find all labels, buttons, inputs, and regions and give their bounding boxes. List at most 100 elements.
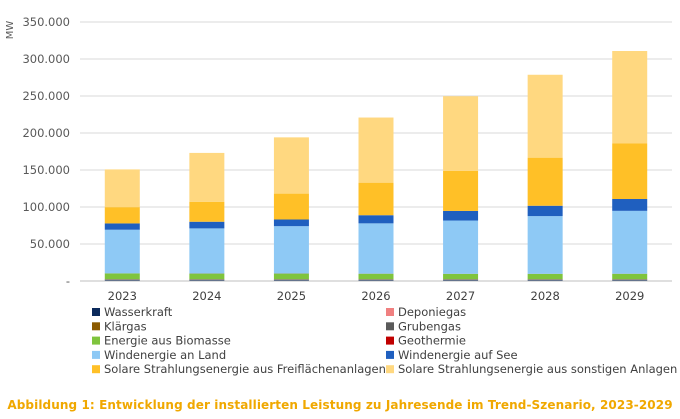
legend-label: Grubengas <box>398 319 461 333</box>
legend-swatch <box>386 336 394 345</box>
bar-segment-8-2025 <box>273 193 309 220</box>
bar-segment-6-2026 <box>358 223 394 274</box>
bar-segment-6-2023 <box>104 229 140 274</box>
legend-swatch <box>92 350 100 359</box>
bar-segment-0-2025 <box>273 279 309 281</box>
bar-segment-4-2023 <box>104 273 140 280</box>
legend-item: Solare Strahlungsenergie aus Freiflächen… <box>92 362 386 376</box>
legend-label: Solare Strahlungsenergie aus sonstigen A… <box>398 362 677 376</box>
bar-segment-9-2023 <box>104 169 140 208</box>
y-tick-label: 200.000 <box>22 126 70 140</box>
y-tick-label: 350.000 <box>22 15 70 29</box>
bar-segment-0-2024 <box>189 279 225 281</box>
legend-item: Solare Strahlungsenergie aus sonstigen A… <box>386 362 677 376</box>
bar-segment-0-2027 <box>443 279 479 281</box>
bar-segment-8-2027 <box>443 170 479 211</box>
x-tick-label: 2029 <box>615 289 644 303</box>
bar-segment-7-2029 <box>612 199 648 211</box>
legend-swatch <box>386 322 394 331</box>
x-tick-label: 2027 <box>446 289 475 303</box>
legend-swatch <box>92 365 100 374</box>
bar-segment-7-2025 <box>273 219 309 227</box>
y-axis-label: MW <box>5 21 16 40</box>
bar-stack-2025 <box>273 137 309 281</box>
legend-item: Klärgas <box>92 319 147 333</box>
x-tick-label: 2026 <box>361 289 390 303</box>
x-tick-label: 2025 <box>277 289 306 303</box>
legend-item: Wasserkraft <box>92 305 173 319</box>
legend-item: Geothermie <box>386 334 466 348</box>
bar-segment-7-2028 <box>527 205 563 217</box>
bar-segment-8-2026 <box>358 182 394 216</box>
bar-segment-8-2023 <box>104 207 140 224</box>
bar-stack-2024 <box>189 152 225 281</box>
y-tick-label: 250.000 <box>22 89 70 103</box>
bar-segment-6-2028 <box>527 216 563 274</box>
figure-caption: Abbildung 1: Entwicklung der installiert… <box>7 398 673 412</box>
legend-label: Wasserkraft <box>104 305 173 319</box>
x-tick-label: 2028 <box>531 289 560 303</box>
legend-swatch <box>386 308 394 316</box>
bar-stack-2027 <box>443 96 479 281</box>
bar-segment-0-2026 <box>358 279 394 281</box>
bar-stack-2028 <box>527 74 563 281</box>
bar-segment-6-2027 <box>443 220 479 274</box>
legend: Wasserkraft Deponiegas Klärgas Grubengas Ene… <box>92 305 677 376</box>
bar-segment-4-2024 <box>189 273 225 280</box>
bar-segment-4-2025 <box>273 273 309 280</box>
bar-segment-9-2027 <box>443 96 479 171</box>
bar-segment-9-2026 <box>358 117 394 183</box>
x-tick-label: 2024 <box>192 289 221 303</box>
bars <box>104 51 648 281</box>
y-tick-label: 100.000 <box>22 200 70 214</box>
legend-label: Deponiegas <box>398 305 466 319</box>
legend-label: Klärgas <box>104 319 147 333</box>
bar-segment-8-2029 <box>612 143 648 200</box>
legend-swatch <box>92 336 100 345</box>
bar-segment-6-2024 <box>189 228 225 274</box>
bar-segment-9-2024 <box>189 152 225 202</box>
legend-swatch <box>386 350 394 359</box>
bar-segment-0-2029 <box>612 279 648 281</box>
axes: - 50.000 100.000 150.000 200.000 250.000 300.0… <box>5 15 672 303</box>
bar-segment-9-2025 <box>273 137 309 194</box>
bar-segment-7-2024 <box>189 221 225 229</box>
bar-segment-8-2024 <box>189 201 225 222</box>
legend-label: Energie aus Biomasse <box>104 334 231 348</box>
bar-stack-2023 <box>104 169 140 281</box>
bar-segment-0-2028 <box>527 279 563 281</box>
y-tick-label: 300.000 <box>22 52 70 66</box>
stacked-bar-chart: - 50.000 100.000 150.000 200.000 250.000 300.0… <box>5 15 677 376</box>
bar-segment-4-2027 <box>443 273 479 280</box>
bar-segment-0-2023 <box>104 279 140 281</box>
legend-item: Windenergie auf See <box>386 348 518 362</box>
bar-stack-2029 <box>612 51 648 281</box>
legend-label: Solare Strahlungsenergie aus Freiflächen… <box>104 362 386 376</box>
legend-item: Energie aus Biomasse <box>92 334 231 348</box>
bar-stack-2026 <box>358 117 394 281</box>
bar-segment-9-2028 <box>527 74 563 158</box>
bar-segment-9-2029 <box>612 51 648 144</box>
legend-label: Windenergie auf See <box>398 348 518 362</box>
y-tick-label: - <box>66 274 70 288</box>
bar-segment-4-2028 <box>527 273 563 280</box>
legend-item: Windenergie an Land <box>92 348 226 362</box>
bar-segment-7-2027 <box>443 210 479 221</box>
x-tick-label: 2023 <box>108 289 137 303</box>
bar-segment-7-2026 <box>358 215 394 224</box>
bar-segment-6-2025 <box>273 226 309 274</box>
bar-segment-4-2026 <box>358 273 394 280</box>
legend-label: Geothermie <box>398 334 466 348</box>
bar-segment-7-2023 <box>104 223 140 230</box>
bar-segment-8-2028 <box>527 157 563 206</box>
legend-label: Windenergie an Land <box>104 348 226 362</box>
legend-swatch <box>92 322 100 331</box>
legend-item: Grubengas <box>386 319 461 333</box>
legend-swatch <box>386 365 394 374</box>
legend-item: Deponiegas <box>386 305 466 319</box>
bar-segment-4-2029 <box>612 273 648 280</box>
y-tick-label: 150.000 <box>22 163 70 177</box>
legend-swatch <box>92 308 100 316</box>
y-tick-label: 50.000 <box>30 237 70 251</box>
